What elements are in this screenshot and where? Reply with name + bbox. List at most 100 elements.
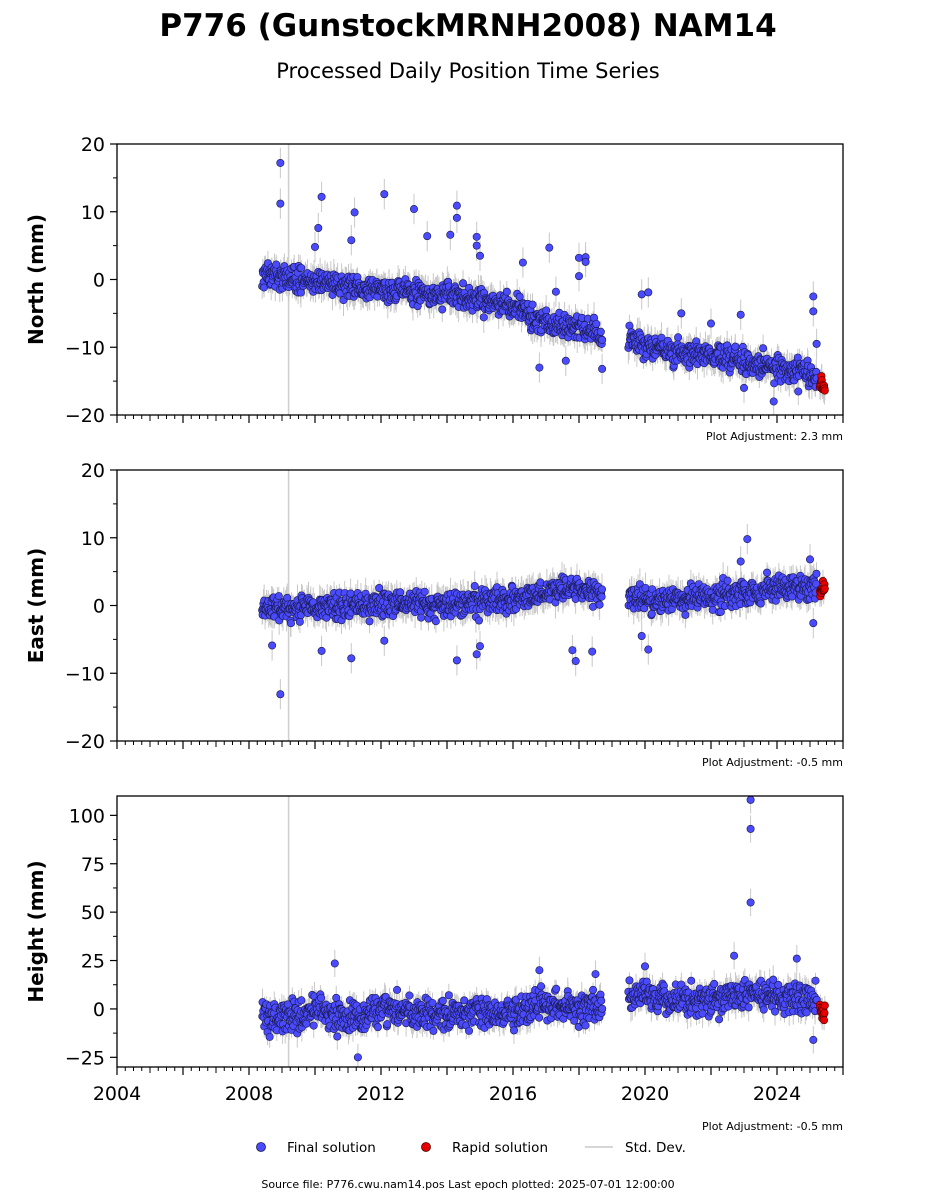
rapid-solution-point xyxy=(820,386,829,395)
final-solution-point xyxy=(581,257,590,266)
final-solution-point xyxy=(551,287,560,296)
final-solution-point xyxy=(637,631,646,640)
final-solution-point xyxy=(272,260,281,269)
final-solution-point xyxy=(409,205,418,214)
final-solution-point xyxy=(763,568,772,577)
final-solution-point xyxy=(769,397,778,406)
x-axis xyxy=(116,741,844,749)
final-solution-point xyxy=(350,208,359,217)
final-solution-point xyxy=(596,327,605,336)
final-solution-point xyxy=(502,287,511,296)
plot-adjustment-note: Plot Adjustment: 2.3 mm xyxy=(706,430,843,443)
final-solution-point xyxy=(528,300,537,309)
final-solution-point xyxy=(417,613,426,622)
final-solution-point xyxy=(812,339,821,348)
y-tick-label: 10 xyxy=(81,202,105,224)
final-solution-point xyxy=(479,313,488,322)
final-solution-point xyxy=(446,230,455,239)
final-solution-point xyxy=(592,319,601,328)
plot-area xyxy=(258,796,829,1067)
final-solution-point xyxy=(475,616,484,625)
final-solution-point xyxy=(674,333,683,342)
final-solution-point xyxy=(423,232,432,241)
rapid-solution-point xyxy=(820,584,829,593)
final-solution-point xyxy=(598,364,607,373)
final-solution-point xyxy=(545,243,554,252)
final-solution-point xyxy=(571,657,580,666)
final-solution-point xyxy=(276,199,285,208)
final-solution-point xyxy=(743,535,752,544)
final-solution-point xyxy=(812,579,821,588)
final-solution-point xyxy=(347,654,356,663)
final-solution-point xyxy=(431,617,440,626)
final-solution-point xyxy=(706,319,715,328)
final-solution-point xyxy=(286,619,295,628)
final-solution-point xyxy=(268,641,277,650)
final-solution-point xyxy=(420,587,429,596)
final-solution-point xyxy=(637,290,646,299)
final-solution-point xyxy=(472,232,481,241)
final-solution-point xyxy=(677,309,686,318)
markers xyxy=(258,158,829,406)
final-solution-point xyxy=(736,557,745,566)
final-solution-point xyxy=(809,307,818,316)
final-solution-point xyxy=(809,292,818,301)
final-solution-point xyxy=(794,387,803,396)
final-solution-point xyxy=(472,241,481,250)
panel-east: 20 10 0 −10 −20 East (mm) Plot Adjustment: -0.… xyxy=(24,460,844,769)
y-tick-label: −20 xyxy=(65,405,105,427)
final-solution-point xyxy=(347,236,356,245)
x-axis xyxy=(116,415,844,423)
plot-frame xyxy=(116,143,844,416)
final-solution-point xyxy=(598,335,607,344)
y-axis: 20 10 0 −10 −20 xyxy=(65,460,117,753)
final-solution-point xyxy=(276,158,285,167)
final-solution-point xyxy=(739,383,748,392)
final-solution-point xyxy=(644,288,653,297)
final-solution-point xyxy=(809,619,818,628)
y-axis: 20 10 0 −10 −20 xyxy=(65,134,117,427)
final-solution-point xyxy=(759,344,768,353)
final-solution-point xyxy=(274,592,283,601)
final-solution-point xyxy=(438,305,447,314)
final-solution-point xyxy=(475,251,484,260)
y-tick-label: 0 xyxy=(93,270,105,292)
final-solution-point xyxy=(472,650,481,659)
final-solution-point xyxy=(756,599,765,608)
final-solution-point xyxy=(452,656,461,665)
final-solution-point xyxy=(561,356,570,365)
final-solution-point xyxy=(452,201,461,210)
final-solution-point xyxy=(518,258,527,267)
final-solution-point xyxy=(396,588,405,597)
final-solution-point xyxy=(380,190,389,199)
final-solution-point xyxy=(515,292,524,301)
final-solution-point xyxy=(297,263,306,272)
final-solution-point xyxy=(317,192,326,201)
y-tick-label: −20 xyxy=(65,731,105,753)
final-solution-point xyxy=(681,610,690,619)
final-solution-point xyxy=(452,213,461,222)
final-solution-point xyxy=(380,636,389,645)
final-solution-point xyxy=(276,690,285,699)
panel-north: 20 10 0 −10 −20 North (mm) Plot Adjustment: 2.… xyxy=(24,134,844,443)
y-tick-label: 0 xyxy=(93,596,105,618)
chart-title: P776 (GunstockMRNH2008) NAM14 xyxy=(159,8,776,44)
y-tick-label: −10 xyxy=(65,337,105,359)
final-solution-point xyxy=(805,555,814,564)
y-axis-label: North (mm) xyxy=(24,214,48,345)
final-solution-point xyxy=(597,585,606,594)
final-solution-point xyxy=(812,569,821,578)
plot-area xyxy=(258,470,829,741)
final-solution-point xyxy=(647,609,656,618)
final-solution-point xyxy=(314,224,323,233)
y-axis-label: East (mm) xyxy=(24,548,48,664)
plot-area xyxy=(258,144,829,415)
final-solution-point xyxy=(568,646,577,655)
final-solution-point xyxy=(644,645,653,654)
final-solution-point xyxy=(310,242,319,251)
final-solution-point xyxy=(295,617,304,626)
final-solution-point xyxy=(535,363,544,372)
final-solution-point xyxy=(736,310,745,319)
